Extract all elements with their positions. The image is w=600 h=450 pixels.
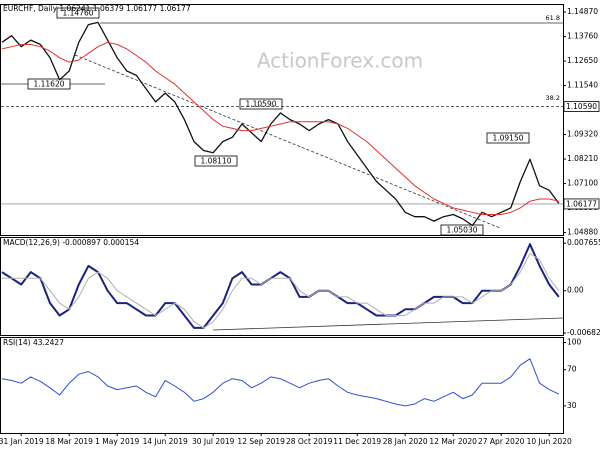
y-tick-label: 1.14870	[567, 7, 598, 16]
y-tick-label: 100	[567, 338, 582, 347]
y-tick-label: 30	[567, 401, 577, 410]
trend-line	[74, 54, 501, 229]
x-tick-label: 31 Jan 2019	[0, 437, 44, 446]
series-line	[1, 243, 560, 329]
annotation: 1.11620	[27, 78, 71, 90]
x-tick-label: 12 Sep 2019	[237, 437, 285, 446]
price-panel	[0, 4, 564, 236]
x-tick-label: 12 Mar 2020	[429, 437, 477, 446]
y-tick-label: 0.00	[567, 286, 584, 295]
annotation: 1.10590	[239, 98, 283, 110]
x-tick-label: 1 May 2019	[95, 437, 139, 446]
x-tick-label: 10 Jun 2020	[527, 437, 572, 446]
fib-label: 61.8	[546, 14, 560, 22]
annotation-label: 1.05030	[446, 226, 477, 235]
macd-title: MACD(12,26,9) -0.000897 0.000154	[3, 238, 139, 247]
macd-panel	[0, 237, 564, 336]
x-tick-label: 30 Jul 2019	[192, 437, 235, 446]
annotation-label: 1.10590	[245, 100, 276, 109]
x-tick-label: 14 Jun 2019	[143, 437, 188, 446]
annotation-label: 1.09150	[492, 134, 523, 143]
annotation-label: 1.08110	[200, 157, 231, 166]
annotation: 1.09150	[486, 132, 530, 144]
level-label: 1.10590	[566, 102, 597, 111]
level-label: 1.06177	[566, 199, 597, 208]
level-box	[563, 101, 600, 112]
y-tick-label: -0.006822	[567, 328, 600, 337]
y-tick-label: 1.12650	[567, 56, 598, 65]
chart-title: EURCHF, Daily 1.06241 1.06379 1.06177 1.…	[3, 4, 191, 13]
x-tick-label: 11 Dec 2019	[333, 437, 381, 446]
annotation: 1.08110	[194, 155, 238, 167]
y-tick-label: 70	[567, 365, 577, 374]
annotation: 1.14760	[56, 7, 100, 19]
trend-line	[212, 317, 564, 331]
series-line	[1, 41, 559, 215]
y-tick-label: 1.04880	[567, 228, 598, 237]
y-tick-label: 1.09320	[567, 130, 598, 139]
level-box	[563, 198, 600, 210]
annotation: 1.05030	[440, 224, 484, 236]
watermark: ActionForex.com	[257, 49, 423, 73]
fib-label: 38.2	[546, 94, 560, 102]
rsi-panel	[0, 337, 564, 434]
rsi-title: RSI(14) 43.2427	[3, 338, 64, 347]
y-tick-label: 0.007655	[567, 238, 600, 247]
y-tick-label: 1.07100	[567, 179, 598, 188]
y-tick-label: 1.08210	[567, 154, 598, 163]
x-tick-label: 27 Apr 2020	[478, 437, 525, 446]
y-tick-label: 1.13760	[567, 32, 598, 41]
annotation-label: 1.14760	[62, 9, 93, 18]
series-line	[1, 21, 560, 227]
series-line	[2, 253, 560, 329]
series-line	[1, 358, 560, 407]
x-tick-label: 18 Mar 2019	[45, 437, 93, 446]
y-tick-label: 1.11540	[567, 81, 598, 90]
annotation-label: 1.11620	[33, 80, 64, 89]
x-tick-label: 28 Oct 2019	[286, 437, 333, 446]
x-tick-label: 28 Jan 2020	[383, 437, 428, 446]
